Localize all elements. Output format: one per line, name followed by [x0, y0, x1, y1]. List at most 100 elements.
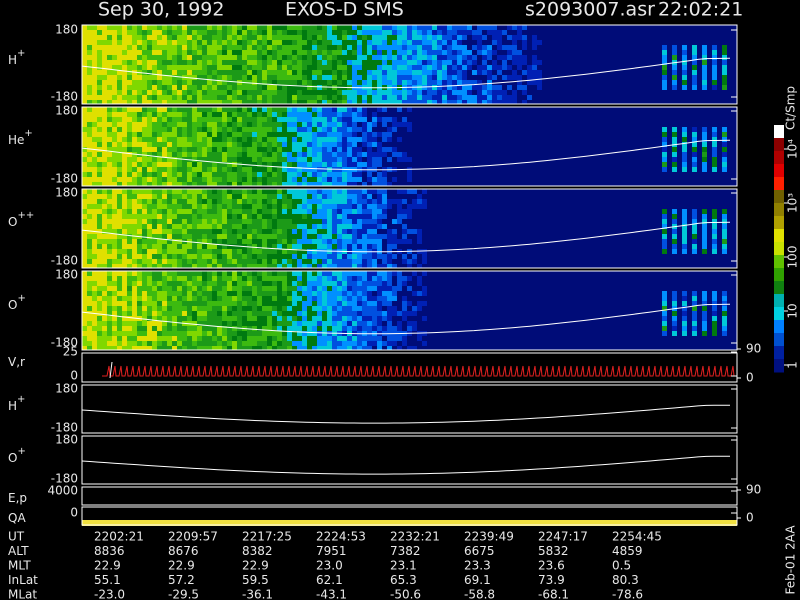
spectrogram-cell — [197, 189, 202, 194]
spectrogram-cell — [367, 234, 372, 239]
spectrogram-cell — [152, 331, 157, 336]
spectrogram-cell — [112, 65, 117, 70]
spectrogram-cell — [127, 117, 132, 122]
spectrogram-cell — [232, 85, 237, 90]
spectrogram-cell — [292, 281, 297, 286]
spectrogram-cell — [292, 147, 297, 152]
spectrogram-cell — [257, 85, 262, 90]
spectrogram-cell — [212, 244, 217, 249]
spectrogram-cell — [172, 316, 177, 321]
spectrogram-cell — [162, 321, 167, 326]
spectrogram-cell — [332, 254, 337, 259]
spectrogram-cell — [117, 127, 122, 132]
spectrogram-cell — [142, 127, 147, 132]
spectrogram-cell — [392, 239, 397, 244]
spectrogram-cell — [172, 142, 177, 147]
spectrogram-cell — [302, 80, 307, 85]
spectrogram-cell — [212, 189, 217, 194]
spectrogram-cell — [217, 321, 222, 326]
spectrogram-cell — [237, 209, 242, 214]
spectrogram-cell — [302, 286, 307, 291]
spectrogram-cell — [417, 30, 422, 35]
spectrogram-cell — [352, 326, 357, 331]
spectrogram-cell — [307, 189, 312, 194]
spectrogram-cell — [207, 321, 212, 326]
spectrogram-cell — [202, 107, 207, 112]
spectrogram-cell — [217, 194, 222, 199]
spectrogram-cell — [237, 259, 242, 264]
spectrogram-cell — [312, 341, 317, 346]
spectrogram-cell — [682, 75, 687, 80]
spectrogram-cell — [247, 75, 252, 80]
spectrogram-cell — [192, 55, 197, 60]
spectrogram-cell — [237, 167, 242, 172]
spectrogram-cell — [152, 50, 157, 55]
spectrogram-cell — [152, 204, 157, 209]
spectrogram-cell — [197, 75, 202, 80]
spectrogram-cell — [307, 331, 312, 336]
spectrogram-cell — [342, 30, 347, 35]
spectrogram-cell — [162, 281, 167, 286]
spectrogram-cell — [302, 45, 307, 50]
spectrogram-cell — [212, 127, 217, 132]
spectrogram-cell — [372, 199, 377, 204]
spectrogram-cell — [297, 65, 302, 70]
spectrogram-cell — [252, 90, 257, 95]
spectrogram-cell — [292, 244, 297, 249]
spectrogram-cell — [312, 50, 317, 55]
spectrogram-cell — [467, 50, 472, 55]
spectrogram-cell — [297, 291, 302, 296]
spectrogram-cell — [302, 122, 307, 127]
spectrogram-cell — [172, 346, 177, 350]
spectrogram-cell — [187, 336, 192, 341]
spectrogram-cell — [292, 189, 297, 194]
spectrogram-cell — [712, 321, 717, 326]
spectrogram-cell — [347, 326, 352, 331]
spectrogram-cell — [212, 80, 217, 85]
spectrogram-cell — [102, 199, 107, 204]
spectrogram-cell — [237, 239, 242, 244]
spectrogram-cell — [122, 346, 127, 350]
spectrogram-cell — [532, 35, 537, 40]
spectrogram-cell — [297, 142, 302, 147]
spectrogram-cell — [217, 229, 222, 234]
spectrogram-cell — [402, 95, 407, 100]
spectrogram-cell — [377, 55, 382, 60]
spectrogram-cell — [232, 65, 237, 70]
spectrogram-cell — [152, 321, 157, 326]
spectrogram-cell — [92, 75, 97, 80]
spectrogram-cell — [237, 142, 242, 147]
panel-label: O+ — [8, 446, 26, 465]
spectrogram-cell — [127, 147, 132, 152]
spectrogram-cell — [107, 204, 112, 209]
spectrogram-cell — [307, 276, 312, 281]
y-tick-label: -180 — [51, 90, 78, 104]
spectrogram-cell — [142, 147, 147, 152]
ephemeris-value: 57.2 — [168, 573, 195, 587]
spectrogram-cell — [242, 157, 247, 162]
spectrogram-cell — [277, 321, 282, 326]
spectrogram-cell — [532, 60, 537, 65]
spectrogram-cell — [97, 204, 102, 209]
spectrogram-cell — [222, 157, 227, 162]
spectrogram-cell — [142, 60, 147, 65]
spectrogram-cell — [182, 286, 187, 291]
spectrogram-cell — [352, 95, 357, 100]
spectrogram-cell — [247, 70, 252, 75]
spectrogram-cell — [297, 316, 302, 321]
spectrogram-cell — [277, 316, 282, 321]
spectrogram-cell — [432, 100, 437, 104]
spectrogram-cell — [712, 55, 717, 60]
spectrogram-cell — [287, 306, 292, 311]
spectrogram-cell — [272, 112, 277, 117]
spectrogram-cell — [367, 50, 372, 55]
spectrogram-cell — [147, 132, 152, 137]
spectrogram-cell — [187, 90, 192, 95]
spectrogram-cell — [377, 45, 382, 50]
spectrogram-cell — [172, 55, 177, 60]
spectrogram-cell — [712, 229, 717, 234]
spectrogram-cell — [102, 276, 107, 281]
spectrogram-cell — [367, 177, 372, 182]
spectrogram-cell — [247, 142, 252, 147]
panel-label: H+ — [8, 394, 25, 413]
